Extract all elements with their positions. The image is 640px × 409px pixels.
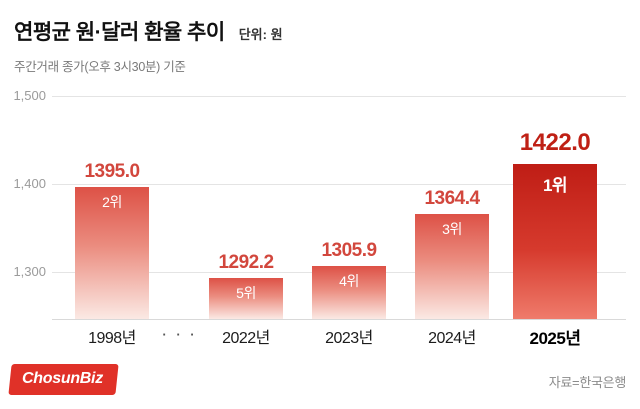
x-axis-label-2025년: 2025년 — [529, 329, 581, 348]
y-axis-tick-label: 1,400 — [13, 176, 46, 191]
y-axis-tick-label: 1,300 — [13, 264, 46, 279]
gridline-1400 — [52, 184, 626, 185]
x-axis-label-2023년: 2023년 — [325, 330, 373, 347]
bar-chart-plot: 1,500 1,400 1,300 2위 1395.0 5위 1292.2 4위 1305.9 3… — [0, 88, 640, 320]
bar-2022년: 5위 — [209, 278, 283, 319]
x-axis-label-2022년: 2022년 — [222, 330, 270, 347]
value-label: 1422.0 — [519, 129, 591, 156]
source-credit: 자료=한국은행 — [548, 375, 627, 390]
chosunbiz-logo: ChosunBiz — [8, 364, 119, 395]
rank-badge: 5위 — [236, 285, 256, 301]
chart-subtitle: 주간거래 종가(오후 3시30분) 기준 — [14, 60, 186, 74]
rank-badge: 3위 — [442, 221, 462, 237]
bar-2025년: 1위 — [513, 164, 597, 319]
y-axis-tick-label: 1,500 — [13, 88, 46, 103]
chosunbiz-logo-text: ChosunBiz — [22, 370, 103, 387]
x-axis-label-1998년: 1998년 — [88, 330, 136, 347]
chart-header: 연평균 원·달러 환율 추이 단위: 원 주간거래 종가(오후 3시30분) 기준 — [14, 16, 626, 75]
bar-1998년: 2위 — [75, 187, 149, 319]
rank-badge: 4위 — [339, 273, 359, 289]
x-axis-line — [52, 319, 626, 320]
rank-badge: 2위 — [102, 194, 122, 210]
unit-label: 단위: 원 — [238, 27, 283, 42]
rank-badge: 1위 — [542, 176, 568, 195]
page-title: 연평균 원·달러 환율 추이 — [14, 21, 225, 44]
value-label: 1395.0 — [84, 161, 140, 182]
bar-2023년: 4위 — [312, 266, 386, 319]
axis-ellipsis: · · · — [162, 327, 198, 342]
chart-footer: ChosunBiz 자료=한국은행 — [0, 363, 640, 397]
value-label: 1292.2 — [218, 252, 274, 273]
value-label: 1305.9 — [321, 240, 377, 261]
x-axis-labels: 1998년 2022년 2023년 2024년 2025년 · · · — [0, 324, 640, 350]
bar-2024년: 3위 — [415, 214, 489, 319]
gridline-1500 — [52, 96, 626, 97]
value-label: 1364.4 — [424, 188, 480, 209]
x-axis-label-2024년: 2024년 — [428, 330, 476, 347]
